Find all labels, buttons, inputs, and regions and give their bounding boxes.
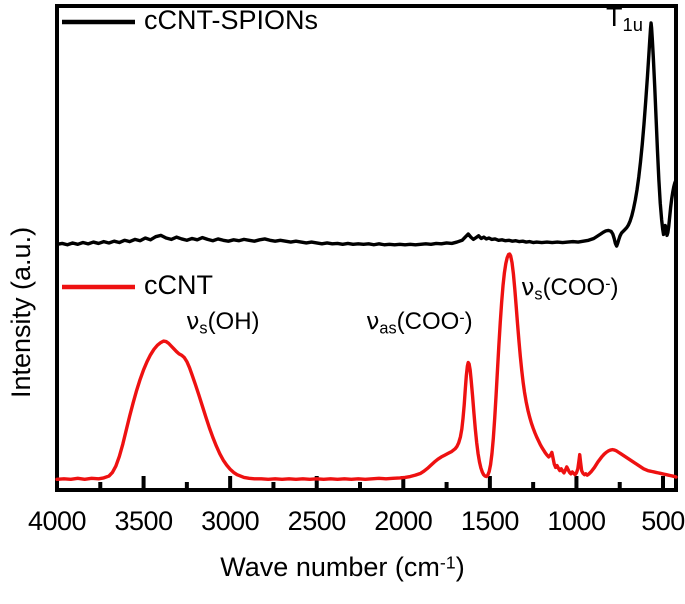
- annotation-nu-s-oh-rest: (OH): [207, 308, 260, 335]
- annotation-nu-s-coo: νs(COO-): [521, 273, 619, 305]
- annotation-nu-s-coo-close: ): [610, 274, 619, 301]
- annotation-nu-s-coo-charge: -: [605, 275, 611, 293]
- legend-label-ccnt-spions: cCNT-SPIONs: [144, 5, 319, 35]
- annotation-t1u-sub: 1u: [622, 14, 643, 36]
- annotation-nu-as-coo-close: ): [464, 308, 473, 335]
- spectrum-traces: [55, 21, 678, 481]
- plot-border: [55, 4, 678, 492]
- annotation-nu-s-oh-sub: s: [199, 319, 208, 338]
- y-axis-title: Intensity (a.u.): [6, 226, 36, 398]
- plot-frame: [55, 4, 678, 492]
- x-axis-title-exponent: -1: [439, 552, 456, 573]
- trace-ccnt-spions: [55, 21, 678, 248]
- annotation-nu-s-coo-base: ν: [521, 273, 535, 301]
- x-tick-label-500: 500: [641, 506, 685, 536]
- annotation-nu-as-coo-base: ν: [366, 307, 380, 335]
- legend-line-swatches: [62, 19, 135, 290]
- x-tick-label-1500: 1500: [460, 506, 520, 536]
- annotation-nu-as-coo: νas(COO-): [366, 307, 473, 339]
- annotation-nu-as-coo-rest: (COO: [396, 308, 460, 335]
- annotation-nu-s-coo-rest: (COO: [542, 274, 606, 301]
- x-tick-label-4000: 4000: [27, 506, 87, 536]
- x-axis-title-close: ): [455, 552, 465, 582]
- legend-label-ccnt: cCNT: [144, 270, 213, 300]
- annotation-t1u-base: T: [606, 2, 623, 32]
- annotation-nu-s-coo-sub: s: [534, 285, 543, 304]
- annotation-nu-as-coo-sub: as: [379, 319, 397, 338]
- annotation-nu-as-coo-charge: -: [459, 309, 465, 327]
- x-axis-title: Wave number (cm-1): [0, 552, 685, 583]
- x-tick-label-2000: 2000: [374, 506, 433, 536]
- x-tick-label-1000: 1000: [547, 506, 606, 536]
- x-tick-label-3500: 3500: [114, 506, 174, 536]
- x-axis-title-main: Wave number (cm: [220, 552, 440, 582]
- trace-ccnt: [55, 252, 678, 481]
- annotation-nu-s-oh: νs(OH): [186, 307, 260, 339]
- annotation-nu-s-oh-base: ν: [186, 307, 200, 335]
- x-tick-label-3000: 3000: [201, 506, 260, 536]
- x-tick-label-2500: 2500: [287, 506, 347, 536]
- annotation-t1u: T1u: [606, 2, 643, 36]
